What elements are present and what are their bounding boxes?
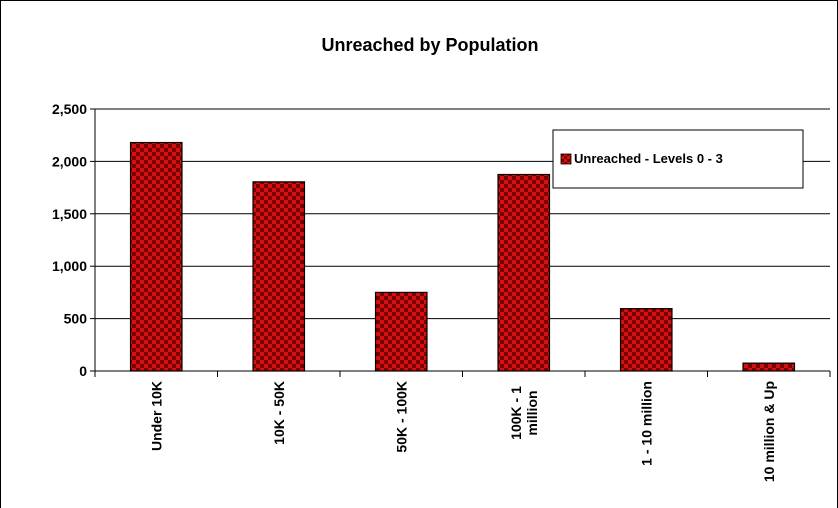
legend: Unreached - Levels 0 - 3 (552, 129, 804, 189)
bar (742, 362, 796, 372)
y-tick-label: 1,500 (52, 206, 87, 222)
legend-label: Unreached - Levels 0 - 3 (574, 151, 723, 166)
x-tick-label: Under 10K (148, 381, 164, 451)
y-tick-label: 2,000 (52, 153, 87, 169)
y-tick-label: 2,500 (52, 101, 87, 117)
bar (374, 291, 428, 372)
y-tick-label: 500 (64, 311, 88, 327)
x-tick-label: 10 million & Up (761, 381, 777, 482)
y-tick-label: 1,000 (52, 258, 87, 274)
bar (129, 141, 183, 372)
bar (497, 173, 551, 372)
y-tick-label: 0 (79, 363, 87, 379)
bar (252, 181, 306, 372)
chart-title: Unreached by Population (321, 35, 538, 55)
legend-box (552, 129, 804, 189)
legend-swatch (560, 153, 572, 165)
x-tick-label: 10K - 50K (271, 381, 287, 445)
bars (129, 141, 796, 372)
bar (619, 308, 673, 372)
y-axis: 0 500 1,000 1,500 2,000 2,500 (52, 101, 96, 379)
x-tick-label: 1 - 10 million (638, 381, 654, 466)
x-axis: Under 10K 10K - 50K 50K - 100K 100K - 1mill… (94, 370, 831, 482)
x-tick-label: 100K - 1million (508, 386, 540, 440)
x-tick-label: 50K - 100K (393, 381, 409, 453)
